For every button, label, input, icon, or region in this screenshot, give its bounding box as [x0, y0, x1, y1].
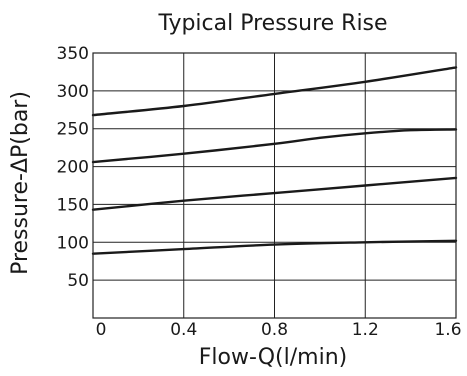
series-line-4	[91, 239, 458, 255]
series-line-3	[91, 176, 458, 211]
y-tick-label: 250	[57, 120, 89, 140]
x-tick-label: 1.6	[434, 320, 461, 340]
x-tick-label: 0.8	[261, 320, 288, 340]
y-axis-label: Pressure-ΔP(bar)	[8, 91, 33, 275]
y-tick-label: 350	[57, 44, 89, 64]
y-tick-label: 100	[57, 233, 89, 253]
tick-labels: 50 100 150 200 250 300 350 0 0.4 0.8 1.2 1.6	[57, 44, 462, 340]
series-line-2	[91, 128, 458, 164]
x-axis-label: Flow-Q(l/min)	[199, 345, 347, 370]
x-tick-label: 1.2	[352, 320, 379, 340]
y-tick-label: 200	[57, 158, 89, 178]
y-tick-label: 150	[57, 195, 89, 215]
x-tick-label: 0	[96, 320, 107, 340]
plot-frame	[92, 52, 457, 319]
x-tick-label: 0.4	[170, 320, 197, 340]
series-lines	[91, 66, 458, 255]
chart-title: Typical Pressure Rise	[157, 11, 387, 36]
series-line-1	[91, 66, 458, 117]
y-tick-label: 50	[67, 271, 89, 291]
y-tick-label: 300	[57, 82, 89, 102]
